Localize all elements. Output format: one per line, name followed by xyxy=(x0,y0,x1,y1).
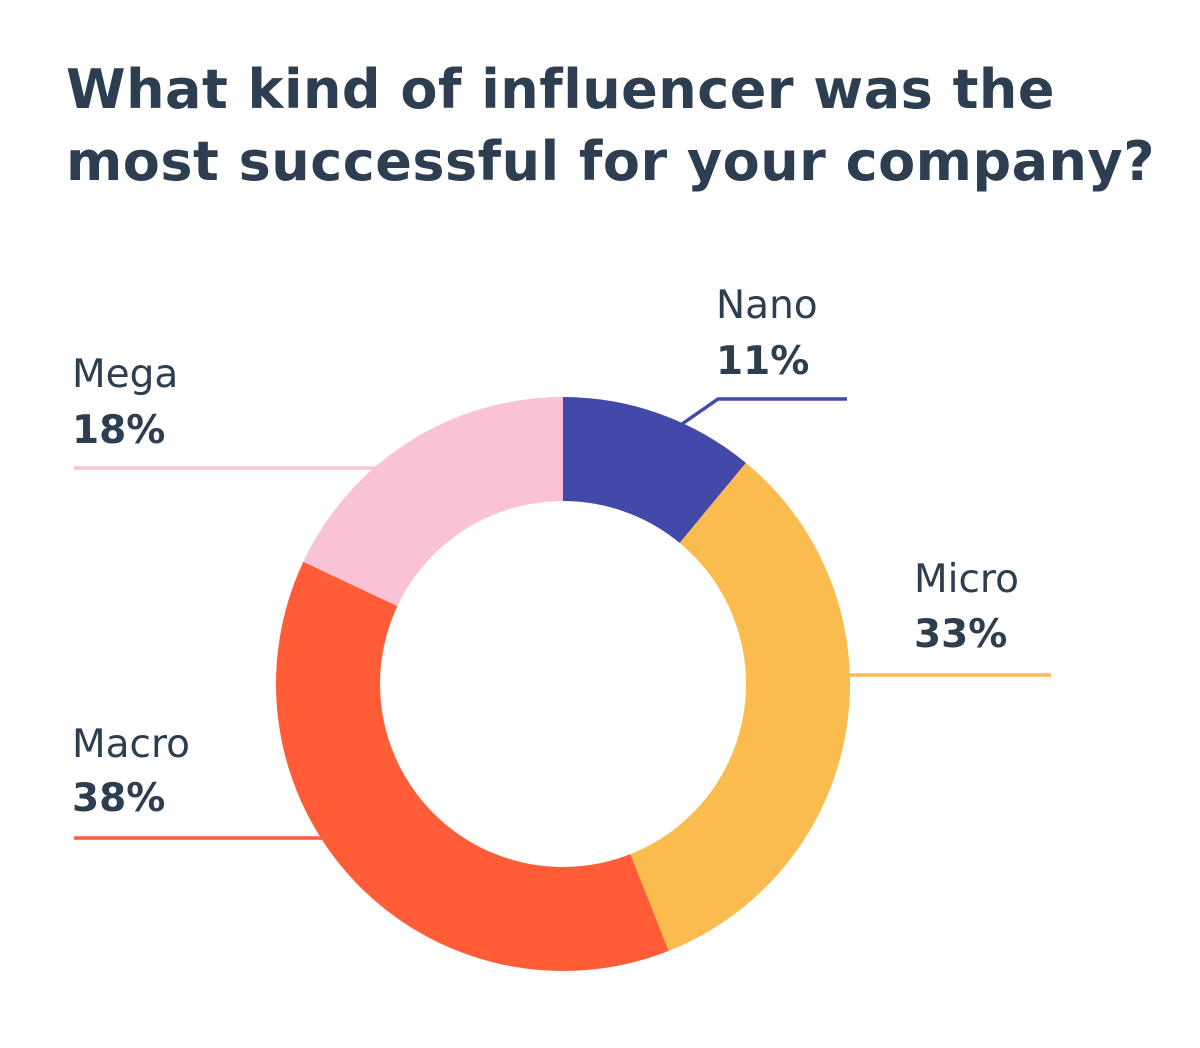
chart-title-line-1: What kind of influencer was the xyxy=(66,58,1055,121)
leader-line-nano xyxy=(681,397,847,426)
slice-micro xyxy=(630,462,850,951)
chart-title-line-2: most successful for your company? xyxy=(66,130,1156,193)
slice-mega xyxy=(303,397,563,607)
label-micro-name: Micro xyxy=(914,557,1019,602)
label-nano-name: Nano xyxy=(716,283,818,328)
slice-nano xyxy=(563,397,746,543)
label-macro-value: 38% xyxy=(72,776,165,821)
slices-group xyxy=(276,397,850,971)
label-mega-value: 18% xyxy=(72,408,165,453)
data-labels: Nano 11% Micro 33% Macro 38% Mega 18% xyxy=(72,283,1019,821)
chart-title: What kind of influencer was the most suc… xyxy=(66,54,1166,198)
slice-macro xyxy=(276,561,669,971)
label-mega-name: Mega xyxy=(72,352,178,397)
leader-lines xyxy=(74,397,1051,840)
label-macro-name: Macro xyxy=(72,722,190,767)
label-micro-value: 33% xyxy=(914,612,1007,657)
label-nano-value: 11% xyxy=(716,339,809,384)
